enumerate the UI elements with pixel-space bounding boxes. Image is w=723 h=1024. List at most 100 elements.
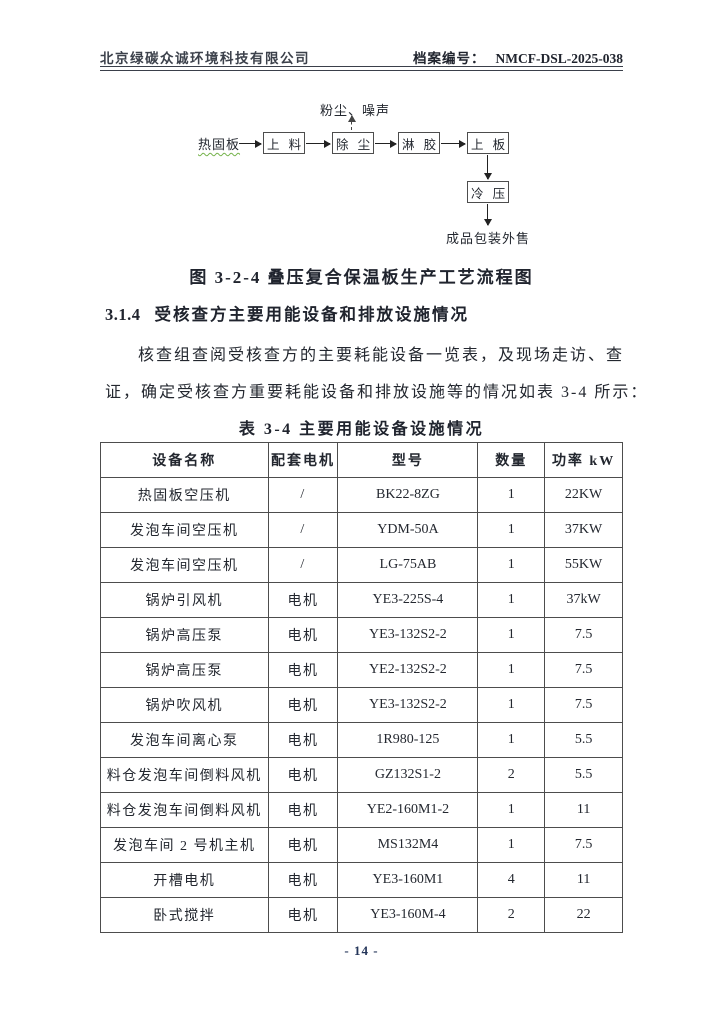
body-paragraph: 核查组查阅受核查方的主要耗能设备一览表，及现场走访、查 证，确定受核查方重要耗能… bbox=[105, 337, 649, 411]
table-cell: 5.5 bbox=[544, 722, 623, 758]
paragraph-line: 核查组查阅受核查方的主要耗能设备一览表，及现场走访、查 bbox=[138, 347, 625, 364]
paragraph-line: 证，确定受核查方重要耗能设备和排放设施等的情况如表 3-4 所示： bbox=[105, 384, 649, 401]
table-cell: YE3-132S2-2 bbox=[337, 617, 479, 653]
col-header-motor: 配套电机 bbox=[267, 442, 339, 478]
table-cell: 11 bbox=[544, 792, 623, 828]
table-cell: 1 bbox=[477, 617, 546, 653]
table-cell: YE3-160M1 bbox=[337, 862, 479, 898]
table-cell: YDM-50A bbox=[337, 512, 479, 548]
table-cell: 锅炉高压泵 bbox=[100, 617, 269, 653]
table-cell: 22KW bbox=[544, 477, 623, 513]
flow-output-label: 成品包装外售 bbox=[446, 231, 531, 246]
table-cell: 4 bbox=[477, 862, 546, 898]
flow-emission-label: 粉尘、噪声 bbox=[320, 103, 391, 118]
table-cell: 1 bbox=[477, 582, 546, 618]
table-cell: 电机 bbox=[267, 617, 339, 653]
table-row: 锅炉高压泵 电机 YE3-132S2-2 1 7.5 bbox=[100, 617, 623, 653]
table-cell: 37kW bbox=[544, 582, 623, 618]
flow-box-feeding: 上 料 bbox=[263, 132, 305, 154]
process-flowchart: 粉尘、噪声 热固板 上 料 除 尘 淋 胶 上 板 冷 压 成品包装外售 bbox=[0, 95, 723, 250]
table-row: 卧式搅拌 电机 YE3-160M-4 2 22 bbox=[100, 897, 623, 933]
table-cell: MS132M4 bbox=[337, 827, 479, 863]
table-cell: 电机 bbox=[267, 862, 339, 898]
archive-number: 档案编号： NMCF-DSL-2025-038 bbox=[413, 47, 623, 67]
table-cell: 37KW bbox=[544, 512, 623, 548]
table-cell: 2 bbox=[477, 897, 546, 933]
table-cell: 11 bbox=[544, 862, 623, 898]
table-header-row: 设备名称 配套电机 型号 数量 功率 kW bbox=[100, 442, 623, 478]
table-caption: 表 3-4 主要用能设备设施情况 bbox=[238, 421, 485, 438]
table-cell: 7.5 bbox=[544, 652, 623, 688]
flow-arrow-down-icon bbox=[483, 155, 492, 180]
table-cell: 开槽电机 bbox=[100, 862, 269, 898]
page-number: - 14 - bbox=[344, 943, 379, 958]
table-row: 锅炉引风机 电机 YE3-225S-4 1 37kW bbox=[100, 582, 623, 618]
table-row: 锅炉高压泵 电机 YE2-132S2-2 1 7.5 bbox=[100, 652, 623, 688]
table-cell: 发泡车间空压机 bbox=[100, 547, 269, 583]
table-cell: 发泡车间离心泵 bbox=[100, 722, 269, 758]
table-cell: 锅炉吹风机 bbox=[100, 687, 269, 723]
table-cell: 1 bbox=[477, 652, 546, 688]
table-cell: 7.5 bbox=[544, 687, 623, 723]
table-cell: 卧式搅拌 bbox=[100, 897, 269, 933]
table-cell: 料仓发泡车间倒料风机 bbox=[100, 792, 269, 828]
table-cell: 1R980-125 bbox=[337, 722, 479, 758]
table-cell: 1 bbox=[477, 722, 546, 758]
table-row: 料仓发泡车间倒料风机 电机 GZ132S1-2 2 5.5 bbox=[100, 757, 623, 793]
archive-label: 档案编号： bbox=[413, 51, 486, 66]
table-row: 发泡车间空压机 / YDM-50A 1 37KW bbox=[100, 512, 623, 548]
table-row: 料仓发泡车间倒料风机 电机 YE2-160M1-2 1 11 bbox=[100, 792, 623, 828]
table-cell: 电机 bbox=[267, 582, 339, 618]
table-cell: LG-75AB bbox=[337, 547, 479, 583]
table-cell: BK22-8ZG bbox=[337, 477, 479, 513]
table-cell: 电机 bbox=[267, 722, 339, 758]
flow-box-dedusting: 除 尘 bbox=[332, 132, 374, 154]
table-cell: 1 bbox=[477, 547, 546, 583]
table-cell: 1 bbox=[477, 477, 546, 513]
company-name: 北京绿碳众诚环境科技有限公司 bbox=[100, 51, 310, 66]
flow-arrow-right-icon bbox=[306, 139, 331, 148]
table-cell: 电机 bbox=[267, 897, 339, 933]
flow-box-boarding: 上 板 bbox=[467, 132, 509, 154]
table-row: 发泡车间空压机 / LG-75AB 1 55KW bbox=[100, 547, 623, 583]
table-cell: 5.5 bbox=[544, 757, 623, 793]
table-cell: / bbox=[267, 477, 339, 513]
table-cell: 锅炉高压泵 bbox=[100, 652, 269, 688]
table-cell: 7.5 bbox=[544, 827, 623, 863]
table-cell: 1 bbox=[477, 687, 546, 723]
flow-arrow-right-icon bbox=[239, 139, 262, 148]
flow-arrow-right-icon bbox=[375, 139, 397, 148]
table-cell: 料仓发泡车间倒料风机 bbox=[100, 757, 269, 793]
table-row: 开槽电机 电机 YE3-160M1 4 11 bbox=[100, 862, 623, 898]
table-cell: YE3-132S2-2 bbox=[337, 687, 479, 723]
table-cell: YE3-225S-4 bbox=[337, 582, 479, 618]
flow-box-cold-press: 冷 压 bbox=[467, 181, 509, 203]
table-row: 热固板空压机 / BK22-8ZG 1 22KW bbox=[100, 477, 623, 513]
table-cell: 7.5 bbox=[544, 617, 623, 653]
table-row: 锅炉吹风机 电机 YE3-132S2-2 1 7.5 bbox=[100, 687, 623, 723]
table-cell: 热固板空压机 bbox=[100, 477, 269, 513]
table-cell: YE2-160M1-2 bbox=[337, 792, 479, 828]
archive-code: NMCF-DSL-2025-038 bbox=[495, 51, 624, 66]
table-cell: 锅炉引风机 bbox=[100, 582, 269, 618]
flow-box-gluing: 淋 胶 bbox=[398, 132, 440, 154]
section-title: 受核查方主要用能设备和排放设施情况 bbox=[154, 305, 469, 324]
section-number: 3.1.4 bbox=[105, 305, 141, 324]
table-cell: 电机 bbox=[267, 827, 339, 863]
table-cell: 1 bbox=[477, 792, 546, 828]
table-cell: 2 bbox=[477, 757, 546, 793]
table-cell: YE2-132S2-2 bbox=[337, 652, 479, 688]
table-cell: 1 bbox=[477, 512, 546, 548]
flow-input-label: 热固板 bbox=[198, 137, 241, 152]
table-cell: / bbox=[267, 547, 339, 583]
table-row: 发泡车间离心泵 电机 1R980-125 1 5.5 bbox=[100, 722, 623, 758]
equipment-table-body: 热固板空压机 / BK22-8ZG 1 22KW 发泡车间空压机 / YDM-50A 1 37KW… bbox=[100, 477, 623, 933]
flow-dashed-arrow-up-icon bbox=[347, 115, 356, 130]
col-header-power: 功率 kW bbox=[544, 442, 623, 478]
table-cell: 55KW bbox=[544, 547, 623, 583]
figure-caption: 图 3-2-4 叠压复合保温板生产工艺流程图 bbox=[189, 268, 534, 287]
table-cell: 发泡车间空压机 bbox=[100, 512, 269, 548]
equipment-table: 设备名称 配套电机 型号 数量 功率 kW 热固板空压机 / BK22-8ZG 1 22… bbox=[100, 442, 623, 933]
table-cell: 电机 bbox=[267, 792, 339, 828]
section-heading: 3.1.4 受核查方主要用能设备和排放设施情况 bbox=[105, 301, 623, 325]
